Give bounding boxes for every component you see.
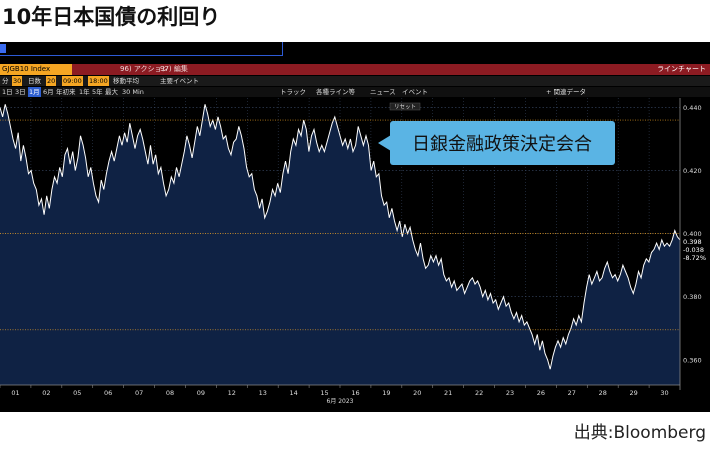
annotation: 日銀金融政策決定会合 (378, 121, 615, 165)
period-5y[interactable]: 5年 (92, 88, 103, 96)
last-value-label: -0.038 (683, 246, 704, 254)
moving-average-toggle[interactable]: 移動平均 (113, 77, 139, 85)
x-tick-label: 28 (599, 389, 607, 397)
x-tick-label: 16 (351, 389, 359, 397)
tool-events[interactable]: イベント (402, 88, 428, 96)
x-tick-label: 05 (73, 389, 81, 397)
period-1y[interactable]: 1年 (79, 88, 90, 96)
y-tick-label: 0.440 (683, 104, 702, 112)
x-tick-label: 22 (475, 389, 483, 397)
events-toggle[interactable]: 主要イベント (160, 77, 199, 85)
x-tick-label: 21 (444, 389, 452, 397)
x-tick-label: 08 (166, 389, 174, 397)
reset-button[interactable]: リセット (389, 102, 421, 111)
cursor-marker (0, 44, 6, 53)
x-tick-label: 12 (228, 389, 236, 397)
x-tick-label: 14 (289, 389, 297, 397)
axes (0, 98, 681, 390)
x-tick-label: 20 (413, 389, 421, 397)
annotation-text: 日銀金融政策決定会合 (412, 134, 592, 155)
x-axis-label: 6月 2023 (327, 398, 354, 405)
series-line (0, 104, 681, 370)
y-tick-label: 0.420 (683, 167, 702, 175)
y-tick-label: 0.400 (683, 230, 702, 238)
x-tick-label: 09 (197, 389, 205, 397)
action-menu[interactable]: 96) アクション (120, 65, 169, 73)
x-tick-label: 02 (42, 389, 50, 397)
bloomberg-terminal: GJGB10 Index 96) アクション 97) 編集 ラインチャート 分 … (0, 42, 710, 412)
last-value-label: -8.72% (683, 254, 706, 262)
yield-chart: 0.440 0.420 0.400 0.380 0.360 01 02 05 06 07 08 09 1… (0, 98, 706, 405)
x-tick-label: 19 (382, 389, 390, 397)
tool-track[interactable]: トラック (280, 88, 306, 96)
edit-menu[interactable]: 97) 編集 (160, 65, 188, 73)
page-title: 10年日本国債の利回り (2, 5, 221, 29)
related-data-button[interactable]: + 関連データ (546, 88, 587, 96)
period-1d[interactable]: 1日 (2, 88, 13, 96)
function-bar: GJGB10 Index 96) アクション 97) 編集 ラインチャート (0, 64, 710, 75)
command-bar[interactable] (0, 42, 283, 56)
period-1m[interactable]: 1月 (28, 87, 41, 97)
interval-label: 分 (2, 77, 9, 85)
x-tick-label: 15 (320, 389, 328, 397)
x-tick-label: 13 (259, 389, 267, 397)
x-tick-label: 26 (537, 389, 545, 397)
y-tick-label: 0.380 (683, 293, 702, 301)
last-value-label: 0.398 (683, 238, 702, 246)
ticker-label[interactable]: GJGB10 Index (0, 64, 72, 75)
tool-lines[interactable]: 各種ライン等 (316, 88, 355, 96)
end-time[interactable]: 18:00 (88, 76, 109, 86)
x-tick-label: 01 (11, 389, 19, 397)
chart-type-label[interactable]: ラインチャート (657, 65, 706, 73)
settings-row: 分 30 日数 20 09:00 18:00 移動平均 主要イベント (0, 76, 710, 86)
period-3d[interactable]: 3日 (15, 88, 26, 96)
source-credit: 出典:Bloomberg (573, 423, 706, 443)
period-ytd[interactable]: 年初来 (56, 88, 76, 96)
x-tick-label: 29 (629, 389, 637, 397)
interval-dropdown[interactable]: 30 Min (122, 88, 144, 96)
interval-value[interactable]: 30 (12, 76, 23, 86)
y-tick-label: 0.360 (683, 356, 702, 364)
series-area (0, 104, 681, 386)
annotation-pointer (378, 135, 391, 151)
x-tick-label: 07 (135, 389, 143, 397)
annotation-box (390, 121, 615, 165)
period-max[interactable]: 最大 (105, 88, 118, 96)
area-fill (0, 104, 680, 386)
period-6m[interactable]: 6月 (43, 88, 54, 96)
x-tick-label: 30 (660, 389, 668, 397)
reset-label: リセット (394, 104, 416, 111)
x-tick-label: 23 (506, 389, 514, 397)
days-label: 日数 (28, 77, 41, 85)
days-value[interactable]: 20 (46, 76, 57, 86)
period-row: 1日 3日 1月 6月 年初来 1年 5年 最大 30 Min トラック 各種ラ… (0, 87, 710, 97)
x-tick-label: 06 (104, 389, 112, 397)
reference-lines (0, 119, 680, 331)
axis-labels: 0.440 0.420 0.400 0.380 0.360 01 02 05 06 07 08 09 1… (11, 104, 706, 405)
x-tick-label: 27 (568, 389, 576, 397)
start-time[interactable]: 09:00 (62, 76, 83, 86)
tool-news[interactable]: ニュース (370, 88, 396, 96)
